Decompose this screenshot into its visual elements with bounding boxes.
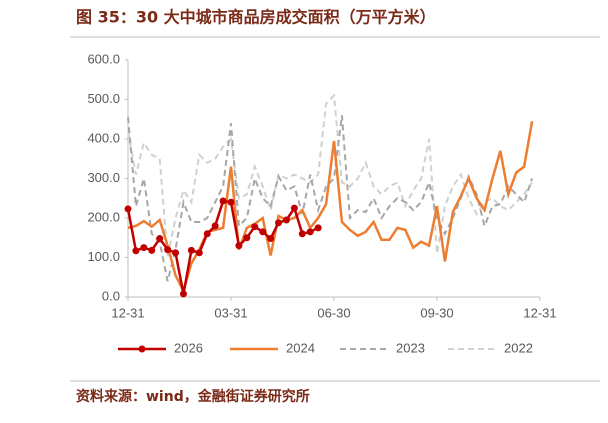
point: [156, 235, 164, 243]
point: [140, 244, 148, 252]
y-tick-label: 0.0: [102, 288, 120, 303]
source: 资料来源：wind，金融街证券研究所: [76, 388, 310, 405]
point: [187, 246, 195, 254]
point: [251, 223, 259, 231]
legend-label: 2024: [286, 340, 315, 355]
x-tick-label: 12-31: [523, 305, 556, 320]
point: [243, 234, 251, 242]
series-line: [126, 199, 319, 295]
y-tick-label: 500.0: [87, 91, 120, 106]
legend-label: 2022: [504, 340, 533, 355]
y-tick-label: 600.0: [87, 51, 120, 66]
y-tick-label: 200.0: [87, 209, 120, 224]
point: [227, 198, 235, 206]
legend-label: 2023: [396, 340, 425, 355]
point: [267, 235, 275, 243]
legend-marker: [138, 345, 146, 353]
point: [275, 219, 283, 227]
point: [259, 228, 267, 236]
point: [235, 242, 243, 250]
point: [164, 246, 172, 254]
x-tick-label: 03-31: [214, 305, 247, 320]
point: [306, 228, 314, 236]
point: [124, 205, 132, 213]
point: [290, 204, 298, 212]
point: [172, 249, 180, 257]
point: [148, 246, 156, 254]
point: [298, 230, 306, 238]
point: [179, 290, 187, 298]
point: [219, 197, 227, 205]
chart-title: 图 35：30 大中城市商品房成交面积（万平方米）: [76, 8, 436, 27]
point: [211, 222, 219, 230]
x-tick-label: 09-30: [420, 305, 453, 320]
y-tick-label: 400.0: [87, 130, 120, 145]
point: [195, 249, 203, 257]
legend-label: 2026: [174, 340, 203, 355]
point: [132, 247, 140, 255]
series-line: [127, 115, 534, 282]
x-tick-label: 06-30: [317, 305, 350, 320]
series-line: [127, 121, 534, 295]
point: [314, 224, 322, 232]
x-tick-label: 12-31: [111, 305, 144, 320]
point: [203, 230, 211, 238]
y-tick-label: 100.0: [87, 249, 120, 264]
y-tick-label: 300.0: [87, 170, 120, 185]
point: [282, 216, 290, 224]
